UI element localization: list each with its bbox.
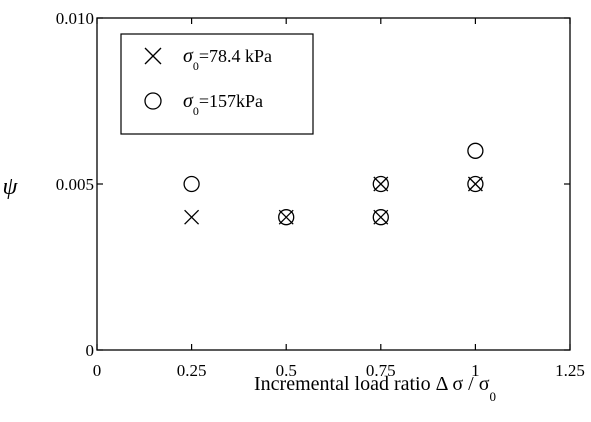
legend-label-subscript-1: 0 — [193, 104, 199, 118]
y-axis-title-group: ψ — [3, 174, 19, 200]
x-tick-label-0: 0 — [93, 361, 102, 380]
data-point-x-s0-3-stroke-b — [373, 176, 389, 192]
data-point-x-s0-1-stroke-b — [278, 209, 294, 225]
legend-label-1: σ0=157kPa — [183, 90, 263, 118]
data-point-circle-s1-0 — [183, 175, 200, 193]
data-point-x-s0-2 — [373, 209, 389, 225]
x-tick-label-2: 0.5 — [276, 361, 297, 380]
legend-label-symbol-0: σ — [183, 45, 194, 67]
legend-marker-x-0 — [144, 47, 162, 65]
axis-ticks — [96, 17, 571, 351]
legend-label-value-0: =78.4 kPa — [199, 46, 272, 66]
x-axis-title-subscript: 0 — [489, 389, 496, 404]
legend-box — [120, 33, 314, 135]
data-point-x-s0-2-stroke-b — [373, 209, 389, 225]
legend-label-0: σ0=78.4 kPa — [183, 45, 272, 73]
data-point-circle-s1-3 — [372, 175, 389, 193]
data-point-circle-s1-2 — [372, 209, 389, 226]
y-axis-title: ψ — [3, 174, 19, 200]
data-point-circle-s1-4 — [467, 175, 484, 193]
data-point-x-s0-4 — [467, 176, 483, 192]
data-markers — [183, 142, 484, 226]
x-tick-label-3: 0.75 — [366, 361, 396, 380]
data-point-x-s0-4-stroke-b — [467, 176, 483, 192]
data-point-circle-s1-5 — [467, 142, 484, 159]
x-tick-label-5: 1.25 — [555, 361, 585, 380]
legend-label-symbol-1: σ — [183, 90, 194, 112]
x-axis-title: Incremental load ratio Δ σ / σ0 — [254, 373, 496, 404]
y-tick-label-0: 0 — [86, 341, 95, 360]
legend-marker-x-0-stroke-b — [144, 47, 162, 65]
x-tick-label-4: 1 — [471, 361, 480, 380]
data-point-x-s0-0-stroke-b — [184, 209, 200, 225]
legend-label-subscript-0: 0 — [193, 59, 199, 73]
y-tick-label-1: 0.005 — [56, 175, 94, 194]
data-point-x-s0-3 — [373, 176, 389, 192]
data-point-circle-s1-1 — [278, 209, 295, 226]
legend-label-value-1: =157kPa — [199, 91, 263, 111]
data-point-x-s0-1 — [278, 209, 294, 225]
y-tick-label-2: 0.010 — [56, 9, 94, 28]
data-point-x-s0-0 — [184, 209, 200, 225]
x-tick-label-1: 0.25 — [177, 361, 207, 380]
axis-tick-labels: 0 0.25 0.5 0.75 1 1.25 0 0.005 0.010 — [56, 9, 585, 380]
legend-marker-circle-1 — [144, 92, 162, 110]
